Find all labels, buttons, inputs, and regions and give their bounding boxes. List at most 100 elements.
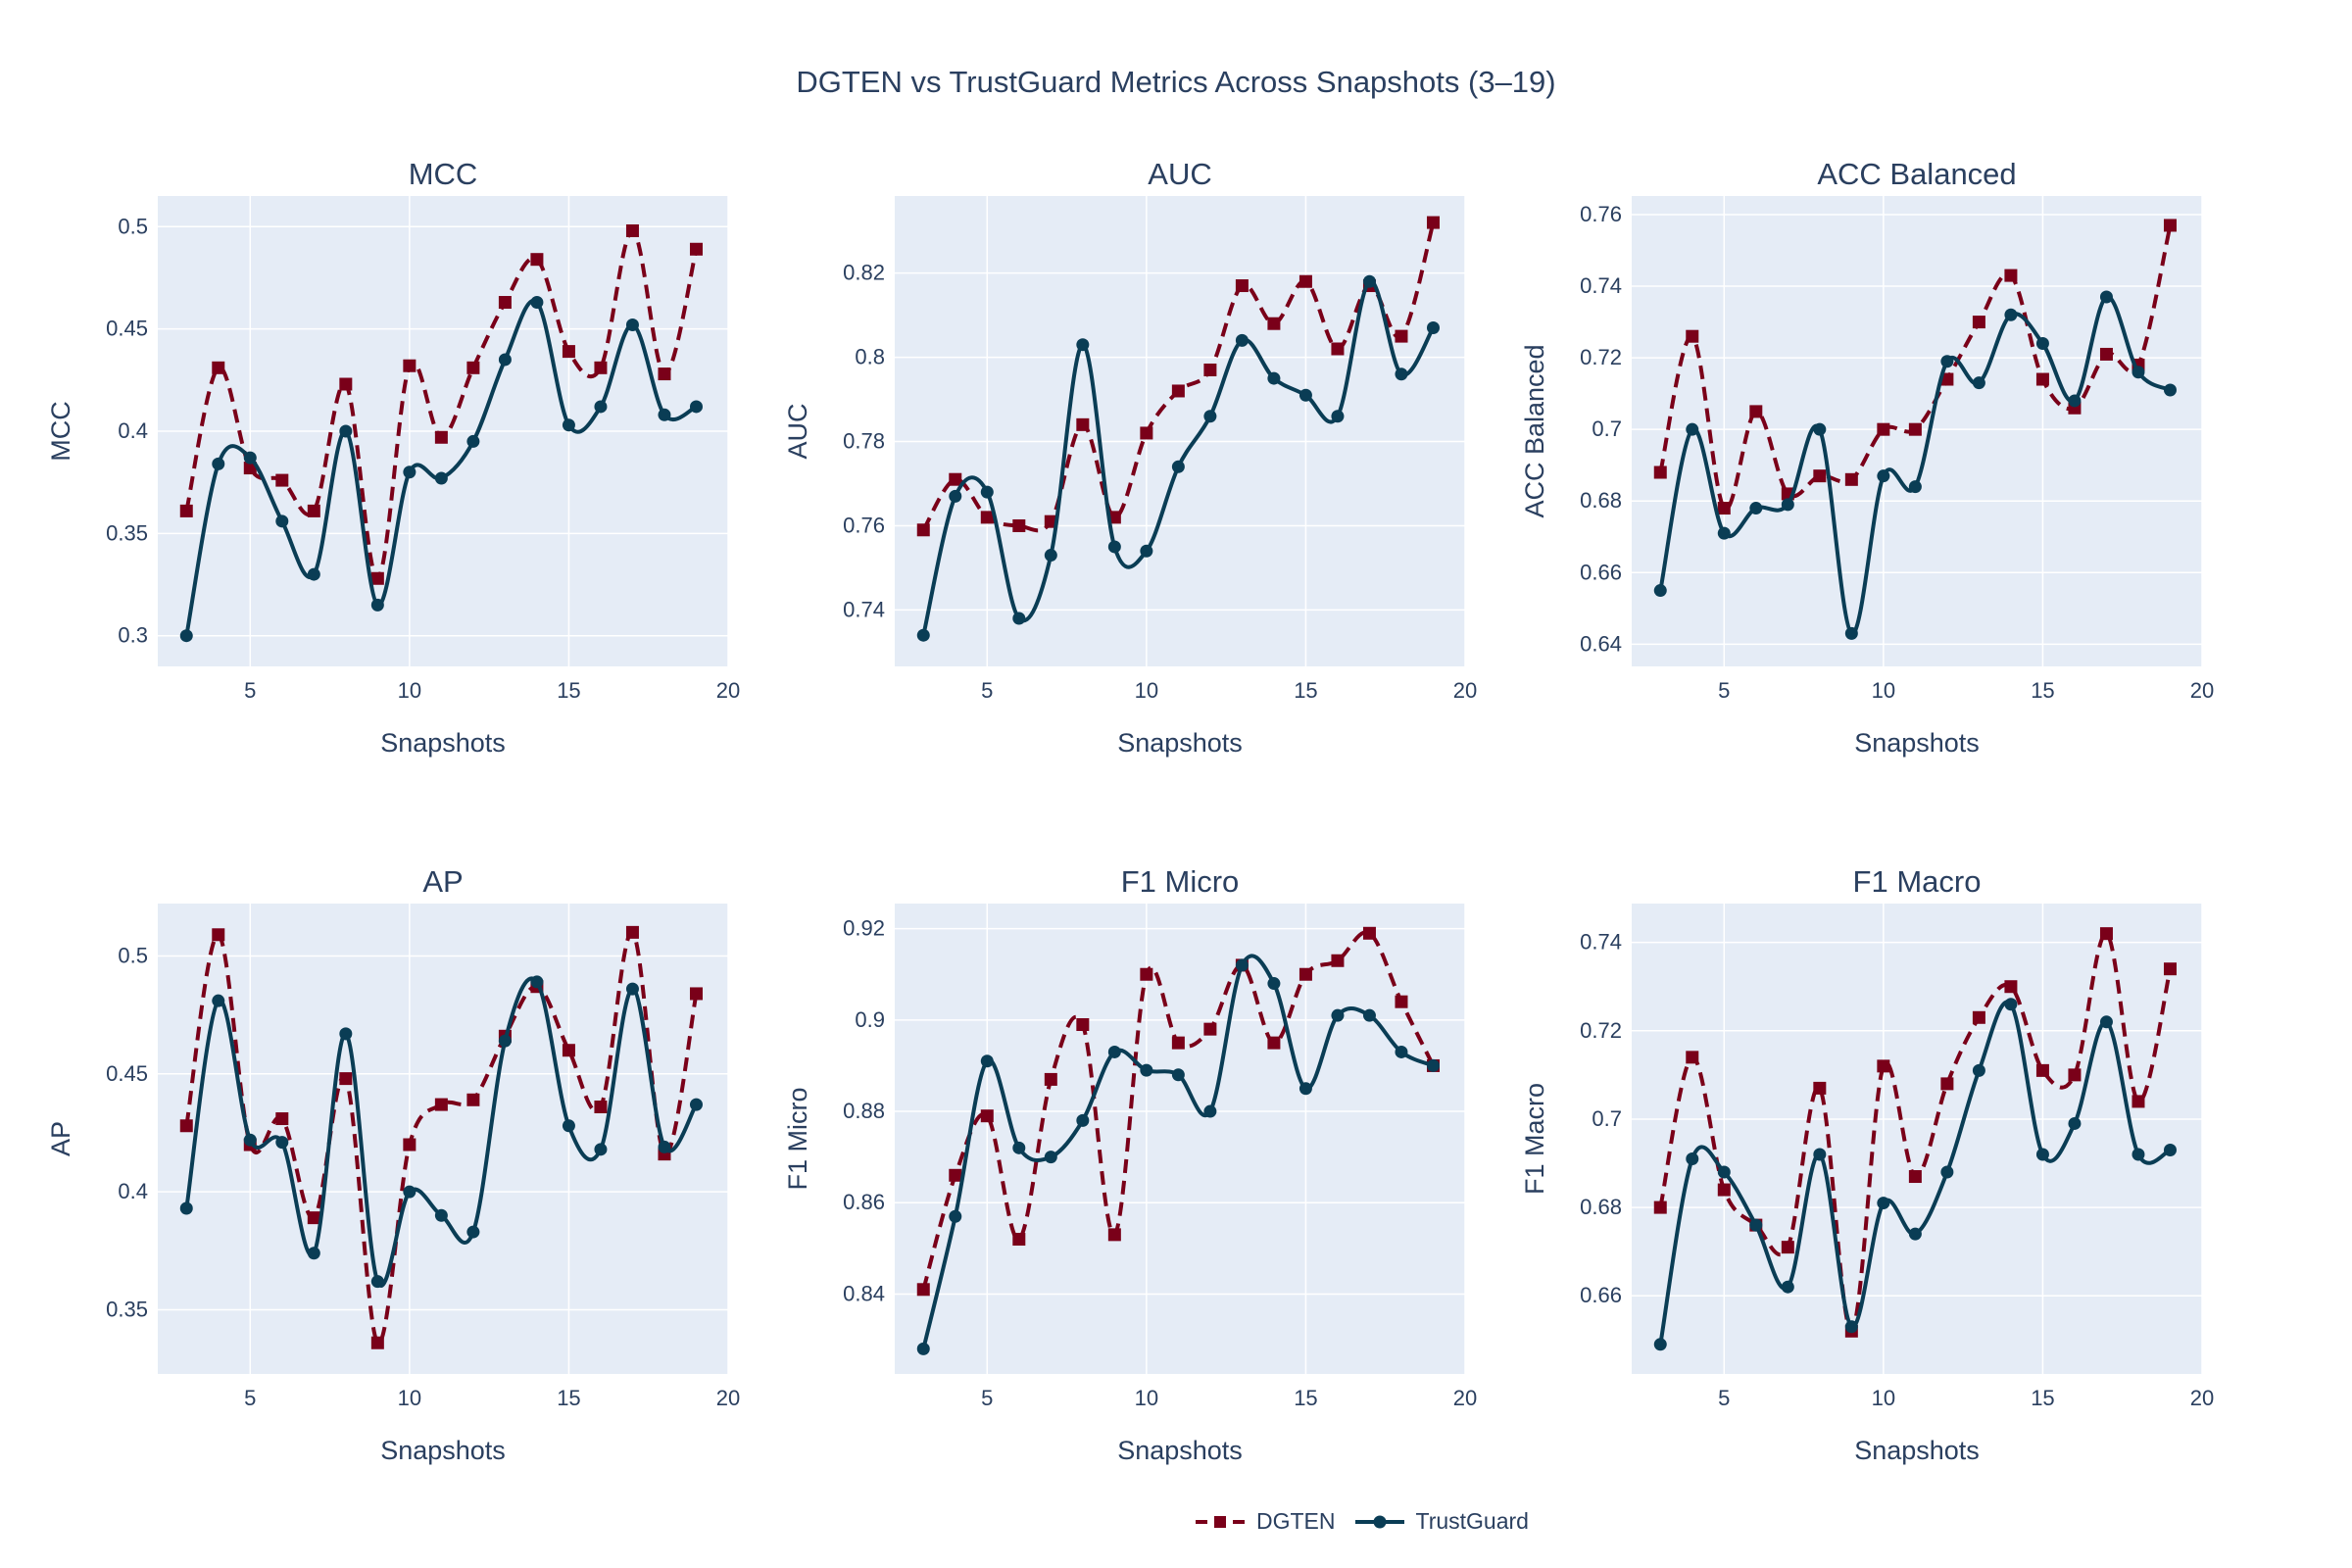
f1-micro-dgten-point (1044, 1072, 1057, 1086)
ap-dgten-point (307, 1211, 320, 1225)
f1-micro-y-tick-label: 0.9 (855, 1007, 885, 1032)
legend-item-dgten[interactable]: DGTEN (1194, 1508, 1336, 1535)
mcc-y-tick-label: 0.5 (118, 214, 148, 238)
mcc-trustguard-point (243, 451, 257, 465)
ap-x-axis-label: Snapshots (380, 1436, 506, 1465)
auc-x-tick-label: 20 (1453, 678, 1477, 703)
mcc-x-tick-label: 5 (244, 678, 256, 703)
f1-macro-trustguard-point (1908, 1227, 1922, 1241)
mcc-dgten-point (339, 377, 353, 391)
acc-balanced-y-tick-label: 0.76 (1580, 202, 1622, 226)
mcc-trustguard-point (307, 567, 320, 581)
f1-micro-y-tick-label: 0.84 (843, 1281, 885, 1305)
ap-trustguard-point (530, 975, 544, 989)
acc-balanced-y-tick-label: 0.7 (1592, 416, 1622, 441)
auc-trustguard-point (1298, 388, 1312, 402)
ap-dgten-point (594, 1101, 608, 1114)
mcc-trustguard-point (658, 408, 671, 421)
f1-micro-dgten-point (1298, 967, 1312, 981)
acc-balanced-trustguard-point (1908, 480, 1922, 494)
f1-macro-dgten-point (1877, 1059, 1890, 1073)
f1-micro-x-tick-label: 10 (1135, 1386, 1158, 1410)
acc-balanced-dgten-point (1972, 316, 1985, 329)
chart-title: DGTEN vs TrustGuard Metrics Across Snaps… (796, 65, 1556, 99)
acc-balanced-dgten-point (1653, 466, 1667, 479)
f1-macro-y-tick-label: 0.66 (1580, 1283, 1622, 1307)
acc-balanced-trustguard-point (1717, 526, 1731, 540)
auc-trustguard-point (1331, 410, 1345, 423)
mcc-x-tick-label: 15 (557, 678, 580, 703)
auc-x-axis-label: Snapshots (1117, 728, 1243, 758)
acc-balanced-y-tick-label: 0.74 (1580, 273, 1622, 298)
f1-micro-y-tick-label: 0.86 (843, 1190, 885, 1214)
ap-dgten-point (179, 1119, 193, 1133)
f1-macro-x-tick-label: 5 (1718, 1386, 1730, 1410)
ap-dgten-point (339, 1072, 353, 1086)
mcc-dgten-point (403, 359, 416, 372)
f1-micro-dgten-point (1171, 1036, 1185, 1050)
f1-macro-y-axis-label: F1 Macro (1520, 1083, 1549, 1195)
ap-x-tick-label: 15 (557, 1386, 580, 1410)
mcc-y-tick-label: 0.45 (106, 317, 148, 341)
auc-dgten-point (1395, 329, 1408, 343)
ap-dgten-point (689, 987, 703, 1001)
acc-balanced-trustguard-point (1813, 422, 1827, 436)
auc-trustguard-point (1044, 549, 1057, 563)
f1-macro-trustguard-point (2068, 1116, 2082, 1130)
mcc-dgten-point (689, 242, 703, 256)
auc-dgten-point (1267, 317, 1281, 330)
auc-x-tick-label: 5 (981, 678, 993, 703)
mcc-trustguard-point (434, 471, 448, 485)
f1-micro-dgten-point (949, 1168, 962, 1182)
f1-micro-dgten-point (1107, 1228, 1121, 1242)
f1-macro-dgten-point (2035, 1063, 2049, 1077)
mcc-trustguard-point (530, 296, 544, 310)
ap-dgten-point (403, 1138, 416, 1152)
ap-trustguard-point (625, 982, 639, 996)
acc-balanced-dgten-point (1749, 405, 1763, 418)
f1-micro-x-tick-label: 20 (1453, 1386, 1477, 1410)
ap-trustguard-point (466, 1225, 480, 1239)
acc-balanced-dgten-point (2099, 347, 2113, 361)
mcc-x-axis-label: Snapshots (380, 728, 506, 758)
ap-trustguard-line (184, 976, 699, 1288)
acc-balanced-trustguard-point (1940, 355, 1954, 368)
f1-micro-subplot-title: F1 Micro (1121, 864, 1240, 899)
ap-trustguard-point (562, 1119, 575, 1133)
f1-macro-dgten-point (2132, 1095, 2145, 1108)
ap-trustguard-point (498, 1034, 512, 1048)
mcc-trustguard-point (594, 400, 608, 414)
f1-micro-trustguard-point (1203, 1104, 1217, 1118)
auc-dgten-point (1012, 518, 1026, 532)
ap-trustguard-point (403, 1185, 416, 1199)
acc-balanced-dgten-point (1686, 329, 1699, 343)
acc-balanced-dgten-point (1877, 422, 1890, 436)
legend-item-trustguard[interactable]: TrustGuard (1353, 1508, 1529, 1535)
auc-y-axis-label: AUC (783, 403, 812, 459)
f1-micro-trustguard-point (1044, 1151, 1057, 1164)
auc-dgten-point (1426, 216, 1440, 229)
f1-micro-trustguard-point (1140, 1063, 1153, 1077)
acc-balanced-trustguard-point (1844, 626, 1858, 640)
acc-balanced-trustguard-point (2035, 337, 2049, 351)
auc-x-tick-label: 10 (1135, 678, 1158, 703)
acc-balanced-dgten-point (1813, 469, 1827, 483)
acc-balanced-dgten-point (2163, 219, 2177, 232)
f1-macro-dgten-point (2099, 927, 2113, 941)
f1-macro-trustguard-point (2163, 1143, 2177, 1156)
auc-trustguard-point (1395, 368, 1408, 381)
f1-macro-x-axis-label: Snapshots (1854, 1436, 1980, 1465)
mcc-dgten-point (658, 368, 671, 381)
auc-trustguard-point (916, 628, 930, 642)
f1-macro-dgten-line (1658, 931, 2173, 1334)
legend[interactable]: DGTEN TrustGuard (1194, 1508, 1546, 1535)
f1-macro-trustguard-point (1717, 1165, 1731, 1179)
auc-y-tick-label: 0.78 (843, 429, 885, 454)
mcc-dgten-point (434, 430, 448, 444)
acc-balanced-x-tick-label: 5 (1718, 678, 1730, 703)
auc-trustguard-line (921, 279, 1436, 636)
ap-y-tick-label: 0.45 (106, 1061, 148, 1086)
f1-macro-trustguard-point (1972, 1063, 1985, 1077)
ap-trustguard-point (370, 1275, 384, 1289)
f1-macro-trustguard-point (1686, 1152, 1699, 1166)
